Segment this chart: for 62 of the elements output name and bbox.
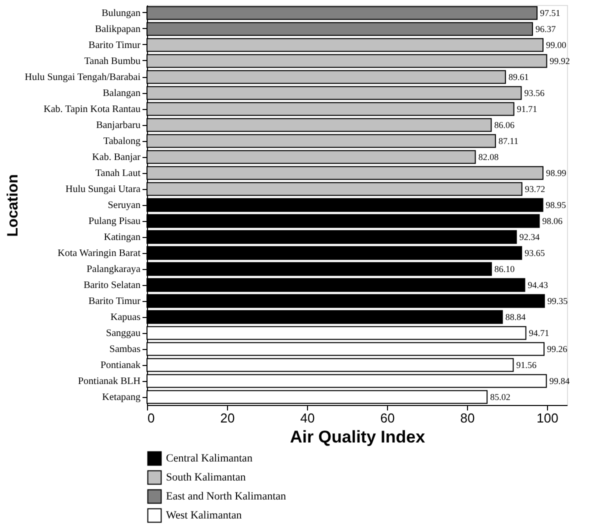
data-label: 87.11: [498, 136, 518, 146]
legend-label: East and North Kalimantan: [166, 490, 287, 502]
x-tick-label: 60: [380, 410, 395, 426]
data-label: 97.51: [540, 8, 560, 18]
y-tick-label: Hulu Sungai Utara: [66, 184, 142, 195]
y-tick-label: Kab. Banjar: [92, 152, 142, 163]
data-label: 93.56: [524, 88, 545, 98]
y-tick-label: Katingan: [104, 232, 140, 243]
data-label: 99.92: [550, 56, 570, 66]
y-tick-label: Sanggau: [106, 328, 140, 339]
y-tick-label: Pontianak BLH: [78, 376, 140, 387]
y-tick-label: Kab. Tapin Kota Rantau: [44, 104, 140, 115]
y-tick-label: Tabalong: [103, 136, 140, 147]
y-tick-label: Seruyan: [108, 200, 140, 211]
y-tick-label: Barito Selatan: [84, 280, 140, 291]
y-tick-label: Balangan: [102, 88, 140, 99]
x-tick-label: 80: [460, 410, 475, 426]
y-tick-label: Banjarbaru: [96, 120, 140, 131]
data-label: 94.71: [528, 328, 550, 338]
data-label: 99.26: [547, 344, 568, 354]
data-label: 99.35: [547, 296, 568, 306]
legend-label: Central Kalimantan: [166, 452, 253, 464]
data-label: 94.43: [528, 280, 548, 290]
data-label: 91.71: [516, 104, 538, 114]
data-label: 98.06: [542, 216, 563, 226]
data-label: 93.65: [524, 248, 546, 258]
y-tick-label: Kota Waringin Barat: [58, 248, 141, 259]
y-tick-label: Pulang Pisau: [88, 216, 140, 227]
y-tick-label: Bulungan: [102, 8, 140, 19]
legend-label: South Kalimantan: [166, 472, 246, 484]
data-label: 86.06: [494, 120, 515, 130]
data-label: 91.56: [516, 360, 537, 370]
y-tick-label: Tanah Laut: [95, 168, 141, 179]
y-tick-label: Hulu Sungai Tengah/Barabai: [24, 72, 141, 83]
y-tick-label: Kapuas: [110, 312, 141, 323]
y-tick-label: Barito Timur: [88, 296, 142, 307]
x-tick-label: 0: [148, 410, 155, 426]
y-tick-label: Pontianak: [100, 360, 140, 371]
data-label: 88.84: [505, 312, 526, 322]
data-label: 86.10: [494, 264, 516, 274]
y-tick-label: Palangkaraya: [86, 264, 142, 275]
y-tick-label: Barito Timur: [88, 40, 142, 51]
data-label: 98.99: [546, 168, 567, 178]
data-label: 82.08: [478, 152, 500, 162]
data-label: 98.95: [546, 200, 567, 210]
x-tick-label: 40: [300, 410, 315, 426]
data-label: 99.84: [549, 376, 570, 386]
y-tick-label: Balikpapan: [94, 24, 140, 35]
x-axis-title: Air Quality Index: [290, 428, 426, 446]
data-label: 92.34: [519, 232, 540, 242]
y-tick-label: Tanah Bumbu: [84, 56, 140, 67]
y-tick-label: Sambas: [109, 344, 141, 355]
data-label: 85.02: [490, 392, 510, 402]
y-axis-title: Location: [4, 174, 22, 237]
x-tick-label: 100: [536, 410, 558, 426]
legend-label: West Kalimantan: [166, 510, 242, 522]
data-label: 89.61: [508, 72, 529, 82]
x-tick-label: 20: [220, 410, 235, 426]
data-label: 99.00: [546, 40, 567, 50]
data-label: 93.72: [524, 184, 546, 194]
y-tick-label: Ketapang: [102, 392, 140, 403]
data-label: 96.37: [535, 24, 556, 34]
